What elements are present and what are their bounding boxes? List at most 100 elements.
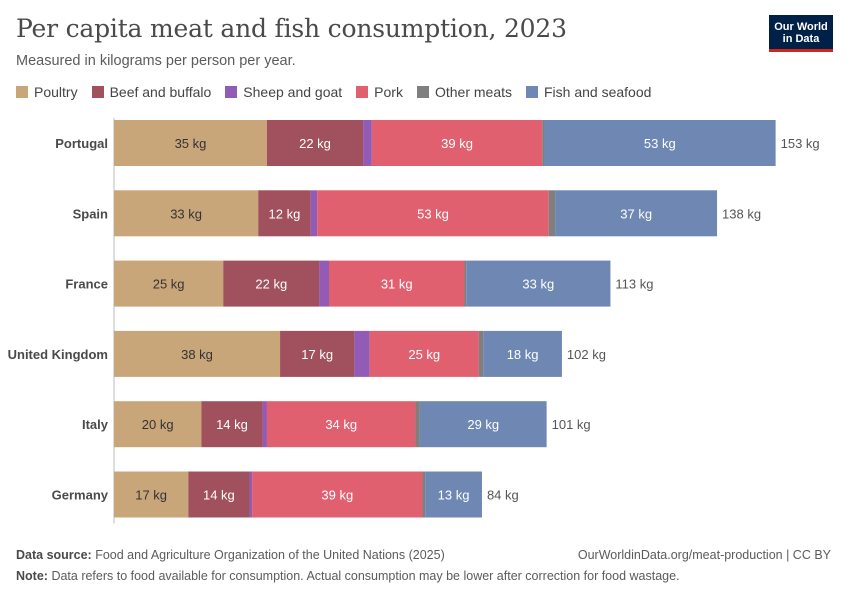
footer-source: Data source: Food and Agriculture Organi… [16,548,445,562]
chart-subtitle: Measured in kilograms per person per yea… [16,53,296,69]
data-label-poultry-spain: 33 kg [170,206,202,221]
bar-fish-and-seafood-united-kingdom[interactable] [483,330,562,377]
data-label-fish-and-seafood-portugal: 53 kg [644,136,676,151]
data-label-poultry-germany: 17 kg [135,488,167,503]
data-label-beef-and-buffalo-france: 22 kg [255,277,287,292]
data-label-poultry-united-kingdom: 38 kg [181,347,213,362]
bar-beef-and-buffalo-united-kingdom[interactable] [280,330,355,377]
data-label-pork-france: 31 kg [381,277,413,292]
legend-item-other[interactable]: Other meats [416,84,512,100]
bar-beef-and-buffalo-spain[interactable] [258,190,311,237]
bar-pork-france[interactable] [329,260,465,307]
bar-poultry-spain[interactable] [114,190,259,237]
bar-beef-and-buffalo-germany[interactable] [188,471,250,518]
bar-pork-spain[interactable] [317,190,549,237]
bar-sheep-and-goat-france[interactable] [319,260,330,307]
data-label-fish-and-seafood-spain: 37 kg [620,206,652,221]
chart-legend: Poultry Beef and buffalo Sheep and goat … [16,84,651,100]
category-label-italy: Italy [82,417,109,432]
total-label-portugal: 153 kg [781,136,820,151]
legend-item-pork[interactable]: Pork [356,84,403,100]
data-label-beef-and-buffalo-united-kingdom: 17 kg [301,347,333,362]
bar-fish-and-seafood-portugal[interactable] [544,120,776,166]
bar-pork-united-kingdom[interactable] [369,330,479,377]
bar-sheep-and-goat-portugal[interactable] [363,120,372,166]
total-label-spain: 138 kg [722,206,761,221]
legend-label-fish: Fish and seafood [544,84,652,100]
chart-title: Per capita meat and fish consumption, 20… [16,14,567,43]
legend-label-sheep: Sheep and goat [243,84,343,100]
legend-item-fish[interactable]: Fish and seafood [526,84,651,100]
footer-note: Note: Data refers to food available for … [16,569,680,583]
bar-poultry-france[interactable] [114,260,224,307]
bar-pork-germany[interactable] [252,471,423,518]
bar-fish-and-seafood-spain[interactable] [555,190,718,237]
bar-pork-portugal[interactable] [371,120,543,166]
data-label-fish-and-seafood-italy: 29 kg [467,417,499,432]
owid-logo[interactable]: Our World in Data [769,15,833,52]
data-label-pork-united-kingdom: 25 kg [408,347,440,362]
bar-other-meats-france[interactable] [464,260,467,307]
bar-other-meats-spain[interactable] [548,190,556,237]
legend-swatch-pork [356,86,369,98]
logo-line-1: Our World [774,21,828,33]
legend-item-poultry[interactable]: Poultry [16,84,78,100]
bar-sheep-and-goat-united-kingdom[interactable] [354,330,370,377]
bar-poultry-portugal[interactable] [114,120,267,166]
bar-poultry-italy[interactable] [114,401,202,448]
data-label-pork-portugal: 39 kg [441,136,473,151]
category-label-portugal: Portugal [55,136,108,151]
legend-swatch-beef [91,86,104,98]
bar-poultry-germany[interactable] [114,471,189,518]
data-label-poultry-portugal: 35 kg [175,136,207,151]
bar-other-meats-united-kingdom[interactable] [478,330,484,377]
bar-sheep-and-goat-germany[interactable] [249,471,253,518]
legend-swatch-fish [526,86,538,98]
logo-line-2: in Data [782,33,820,45]
data-label-pork-italy: 34 kg [325,417,357,432]
data-label-beef-and-buffalo-germany: 14 kg [203,488,235,503]
legend-swatch-sheep [225,86,238,98]
legend-item-sheep[interactable]: Sheep and goat [225,84,342,100]
source-label: Data source: [16,548,92,562]
bar-fish-and-seafood-italy[interactable] [419,401,547,448]
note-label: Note: [16,569,48,583]
category-label-united-kingdom: United Kingdom [8,347,108,362]
bar-beef-and-buffalo-italy[interactable] [201,401,263,448]
total-label-united-kingdom: 102 kg [567,347,606,362]
bar-other-meats-italy[interactable] [415,401,420,448]
legend-item-beef[interactable]: Beef and buffalo [91,84,211,100]
stacked-bar-chart: Portugal 35 kg 22 kg 39 kg 53 kg 153 kg Spain 3… [8,118,820,524]
total-label-italy: 101 kg [552,417,591,432]
legend-label-pork: Pork [374,84,403,100]
data-label-fish-and-seafood-united-kingdom: 18 kg [507,347,539,362]
category-label-france: France [65,277,108,292]
category-label-germany: Germany [52,488,109,503]
footer-url[interactable]: OurWorldinData.org/meat-production | CC … [577,548,831,562]
bar-fish-and-seafood-germany[interactable] [425,471,482,518]
legend-swatch-other [416,86,429,98]
data-label-fish-and-seafood-germany: 13 kg [438,488,470,503]
legend-label-other: Other meats [434,84,512,100]
legend-swatch-poultry [16,86,28,98]
source-text[interactable]: Food and Agriculture Organization of the… [95,548,445,562]
bar-poultry-united-kingdom[interactable] [114,330,281,377]
data-label-poultry-italy: 20 kg [142,417,174,432]
bar-other-meats-portugal[interactable] [542,120,545,166]
data-label-beef-and-buffalo-spain: 12 kg [269,206,301,221]
bar-beef-and-buffalo-france[interactable] [223,260,320,307]
total-label-germany: 84 kg [487,488,519,503]
data-label-poultry-france: 25 kg [153,277,185,292]
total-label-france: 113 kg [615,277,653,292]
data-label-pork-germany: 39 kg [321,488,353,503]
data-label-pork-spain: 53 kg [417,206,449,221]
data-label-beef-and-buffalo-italy: 14 kg [216,417,248,432]
note-text: Data refers to food available for consum… [51,569,680,583]
bar-beef-and-buffalo-portugal[interactable] [266,120,364,166]
bar-fish-and-seafood-france[interactable] [466,260,611,307]
bar-sheep-and-goat-spain[interactable] [310,190,318,237]
bar-other-meats-germany[interactable] [422,471,426,518]
bar-pork-italy[interactable] [266,401,416,448]
bar-sheep-and-goat-italy[interactable] [262,401,267,448]
data-label-beef-and-buffalo-portugal: 22 kg [299,136,331,151]
